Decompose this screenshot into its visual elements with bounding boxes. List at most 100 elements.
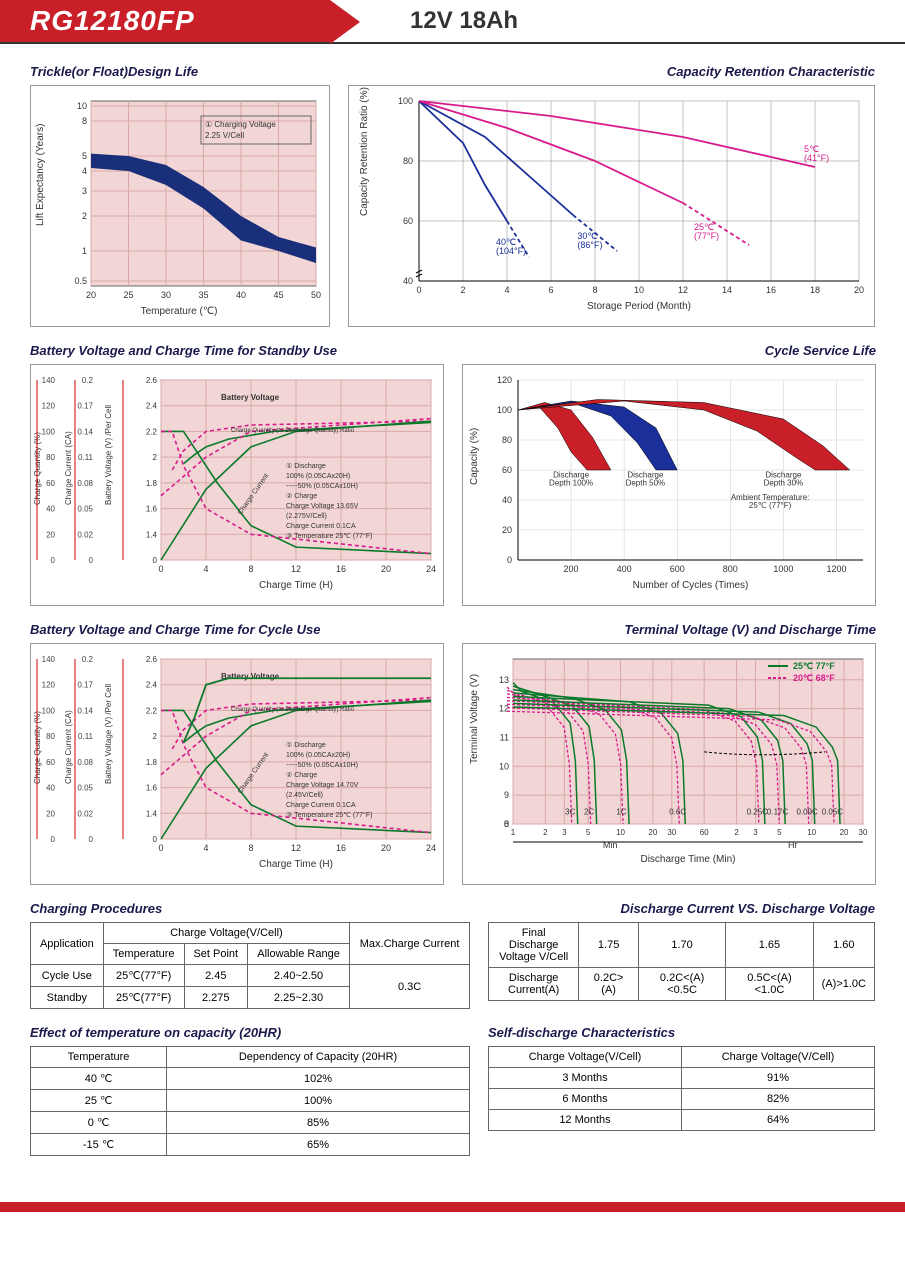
table-title-temp-cap: Effect of temperature on capacity (20HR) xyxy=(30,1025,470,1040)
svg-text:0: 0 xyxy=(158,843,163,853)
svg-text:Charge Voltage 14.70V: Charge Voltage 14.70V xyxy=(286,782,359,789)
svg-text:200: 200 xyxy=(564,564,579,574)
svg-text:1.6: 1.6 xyxy=(146,784,158,793)
svg-text:20: 20 xyxy=(381,843,391,853)
svg-text:0: 0 xyxy=(89,556,94,565)
svg-text:2: 2 xyxy=(734,828,739,837)
svg-text:Lift Expectancy (Years): Lift Expectancy (Years) xyxy=(35,124,46,226)
svg-text:0.17C: 0.17C xyxy=(767,808,789,817)
svg-text:Battery Voltage: Battery Voltage xyxy=(221,672,280,681)
svg-text:60: 60 xyxy=(700,828,709,837)
svg-text:12: 12 xyxy=(678,285,688,295)
header-red-banner: RG12180FP xyxy=(0,0,330,42)
svg-text:0: 0 xyxy=(153,556,158,565)
svg-text:40: 40 xyxy=(403,276,413,286)
svg-text:0.14: 0.14 xyxy=(77,427,93,436)
svg-text:2.2: 2.2 xyxy=(146,706,158,715)
svg-text:0: 0 xyxy=(416,285,421,295)
svg-text:0.6C: 0.6C xyxy=(669,808,686,817)
svg-text:Charge Quantity (to-Discharge: Charge Quantity (to-Discharge Quantity) … xyxy=(231,428,355,434)
chart-title-trickle: Trickle(or Float)Design Life xyxy=(30,64,330,79)
svg-text:100: 100 xyxy=(42,706,56,715)
svg-text:35: 35 xyxy=(198,290,208,300)
voltage-capacity-spec: 12V 18Ah xyxy=(410,7,518,35)
svg-text:5: 5 xyxy=(586,828,591,837)
table-self-discharge: Charge Voltage(V/Cell)Charge Voltage(V/C… xyxy=(488,1046,875,1131)
svg-text:60: 60 xyxy=(502,465,512,475)
svg-text:1: 1 xyxy=(82,246,87,256)
svg-text:0: 0 xyxy=(89,835,94,844)
chart-cycle-life: 20040060080010001200020406080100120Disch… xyxy=(462,364,876,606)
svg-text:DischargeDepth 30%: DischargeDepth 30% xyxy=(764,471,804,488)
svg-text:20℃ 68°F: 20℃ 68°F xyxy=(793,673,835,683)
svg-text:3: 3 xyxy=(562,828,567,837)
svg-text:40: 40 xyxy=(502,495,512,505)
svg-text:120: 120 xyxy=(42,681,56,690)
svg-text:30℃(86°F): 30℃(86°F) xyxy=(577,231,602,250)
svg-text:80: 80 xyxy=(502,435,512,445)
svg-text:Ambient Temperature:25℃ (77°F): Ambient Temperature:25℃ (77°F) xyxy=(731,493,810,510)
svg-text:Capacity Retention Ratio (%): Capacity Retention Ratio (%) xyxy=(359,87,370,216)
table-title-discharge-v: Discharge Current VS. Discharge Voltage xyxy=(488,901,875,916)
svg-text:1.4: 1.4 xyxy=(146,809,158,818)
svg-text:12: 12 xyxy=(291,843,301,853)
svg-text:0.05: 0.05 xyxy=(77,505,93,514)
svg-text:DischargeDepth 100%: DischargeDepth 100% xyxy=(549,471,593,488)
svg-text:800: 800 xyxy=(723,564,738,574)
svg-text:30: 30 xyxy=(859,828,868,837)
svg-text:Charge Current (CA): Charge Current (CA) xyxy=(64,710,73,784)
svg-text:2: 2 xyxy=(153,453,158,462)
svg-text:40: 40 xyxy=(46,784,55,793)
chart-title-discharge: Terminal Voltage (V) and Discharge Time xyxy=(462,622,876,637)
svg-text:20: 20 xyxy=(648,828,657,837)
chart-title-retention: Capacity Retention Characteristic xyxy=(348,64,875,79)
svg-text:45: 45 xyxy=(273,290,283,300)
svg-text:80: 80 xyxy=(46,732,55,741)
svg-text:① Charging Voltage: ① Charging Voltage xyxy=(205,120,276,129)
svg-text:12: 12 xyxy=(499,704,509,714)
table-temp-capacity: TemperatureDependency of Capacity (20HR)… xyxy=(30,1046,470,1156)
svg-text:2.2: 2.2 xyxy=(146,427,158,436)
svg-text:140: 140 xyxy=(42,655,56,664)
svg-text:60: 60 xyxy=(46,758,55,767)
svg-text:80: 80 xyxy=(46,453,55,462)
svg-text:1C: 1C xyxy=(616,808,626,817)
footer-bar xyxy=(0,1202,905,1212)
svg-text:(2.275V/Cell): (2.275V/Cell) xyxy=(286,513,327,520)
svg-text:20: 20 xyxy=(86,290,96,300)
svg-text:10: 10 xyxy=(499,761,509,771)
svg-text:20: 20 xyxy=(840,828,849,837)
svg-text:0.11: 0.11 xyxy=(78,453,94,462)
table-charging: ApplicationCharge Voltage(V/Cell)Max.Cha… xyxy=(30,922,470,1009)
svg-text:18: 18 xyxy=(810,285,820,295)
svg-text:24: 24 xyxy=(426,564,436,574)
svg-text:24: 24 xyxy=(426,843,436,853)
svg-text:4: 4 xyxy=(504,285,509,295)
svg-text:Storage Period (Month): Storage Period (Month) xyxy=(587,301,691,312)
svg-text:10: 10 xyxy=(77,101,87,111)
svg-text:Charge Quantity (to-Discharge: Charge Quantity (to-Discharge Quantity) … xyxy=(231,707,355,713)
svg-text:0.08: 0.08 xyxy=(77,758,93,767)
svg-text:2.4: 2.4 xyxy=(146,402,158,411)
svg-text:0.05: 0.05 xyxy=(77,784,93,793)
svg-text:140: 140 xyxy=(42,376,56,385)
svg-text:30: 30 xyxy=(667,828,676,837)
svg-text:5: 5 xyxy=(82,151,87,161)
chart-trickle: 0.51234581020253035404550① Charging Volt… xyxy=(30,85,330,327)
svg-text:80: 80 xyxy=(403,156,413,166)
svg-text:1.4: 1.4 xyxy=(146,530,158,539)
svg-text:DischargeDepth 50%: DischargeDepth 50% xyxy=(626,471,666,488)
svg-text:-----50% (0.05CAx10H): -----50% (0.05CAx10H) xyxy=(286,483,358,490)
svg-text:Charge Current (CA): Charge Current (CA) xyxy=(64,431,73,505)
svg-text:40℃(104°F): 40℃(104°F) xyxy=(496,237,526,256)
svg-text:4: 4 xyxy=(203,843,208,853)
svg-text:400: 400 xyxy=(617,564,632,574)
svg-text:20: 20 xyxy=(46,809,55,818)
svg-text:③ Temperature 25℃ (77°F): ③ Temperature 25℃ (77°F) xyxy=(286,811,372,819)
svg-text:1: 1 xyxy=(511,828,516,837)
svg-text:2C: 2C xyxy=(584,808,594,817)
svg-text:Battery Voltage (V) /Per Cell: Battery Voltage (V) /Per Cell xyxy=(104,684,113,784)
svg-text:Number of Cycles (Times): Number of Cycles (Times) xyxy=(633,580,749,591)
svg-text:100% (0.05CAx20H): 100% (0.05CAx20H) xyxy=(286,473,350,480)
svg-text:0.08: 0.08 xyxy=(77,479,93,488)
